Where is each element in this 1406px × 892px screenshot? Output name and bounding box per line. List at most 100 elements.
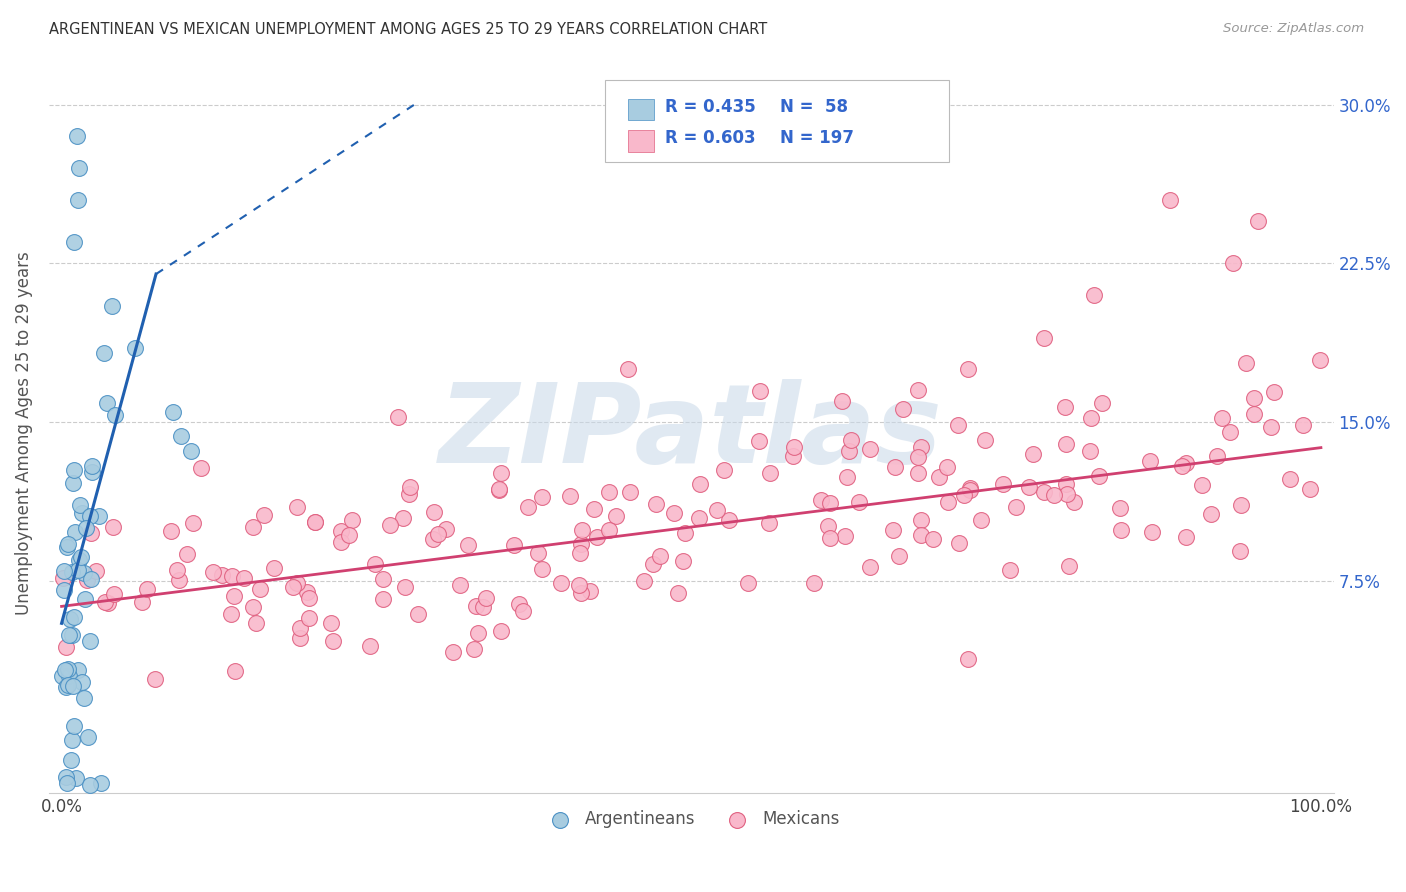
Point [84,564,107,578]
Point [465,599,488,613]
Point [579,583,602,598]
Point [922,532,945,546]
Point [1263,385,1285,400]
Point [718,513,741,527]
Point [517,500,540,514]
Point [80,526,103,541]
Point [1278,472,1301,486]
Point [503,538,526,552]
Point [337,527,360,541]
Point [190,460,212,475]
Point [73,566,96,581]
Point [848,495,870,509]
Point [67,553,90,567]
Point [1109,523,1132,537]
Point [330,535,353,549]
Point [749,384,772,398]
Point [422,532,444,546]
Point [319,616,342,631]
Point [928,470,950,484]
Point [1032,330,1054,344]
Point [1206,450,1229,464]
Point [457,538,479,552]
Point [60,628,83,642]
Point [73,592,96,607]
Point [1054,476,1077,491]
Point [907,466,929,480]
Point [55,770,77,784]
Point [891,401,914,416]
Point [58,628,80,642]
Y-axis label: Unemployment Among Ages 25 to 29 years: Unemployment Among Ages 25 to 29 years [15,251,32,615]
Point [706,502,728,516]
Point [817,519,839,533]
Point [340,513,363,527]
Point [143,672,166,686]
Point [55,640,77,654]
Point [959,481,981,495]
Point [253,508,276,523]
Point [1211,411,1233,425]
Point [1056,487,1078,501]
Point [1087,468,1109,483]
Point [66,193,89,207]
Point [59,612,82,626]
Point [463,642,485,657]
Point [70,506,93,520]
Point [79,633,101,648]
Point [585,530,607,544]
Point [60,753,83,767]
Point [910,527,932,541]
Point [96,395,118,409]
Point [936,494,959,508]
Point [67,161,90,176]
Point [1309,353,1331,368]
Point [211,567,233,582]
Point [295,584,318,599]
Point [297,591,319,606]
Point [1247,214,1270,228]
Point [713,463,735,477]
Point [1236,356,1258,370]
Point [55,541,77,555]
Point [1191,478,1213,492]
Point [605,509,627,524]
Point [359,639,381,653]
Point [568,546,591,560]
Point [834,529,856,543]
Point [818,531,841,545]
Point [569,586,592,600]
Point [63,719,86,733]
Point [803,576,825,591]
Text: ZIPatlas: ZIPatlas [439,379,943,486]
Point [322,634,344,648]
Point [69,499,91,513]
Point [475,591,498,605]
Point [1054,400,1077,414]
Point [60,732,83,747]
Point [55,680,77,694]
Point [1018,480,1040,494]
Point [818,496,841,510]
Point [285,576,308,591]
Point [135,582,157,596]
Point [859,442,882,457]
Point [89,509,111,524]
Point [530,561,553,575]
Point [889,549,911,563]
Point [70,550,93,565]
Point [101,520,124,534]
Point [51,669,73,683]
Point [201,565,224,579]
Point [957,362,980,376]
Point [364,557,387,571]
Point [304,515,326,529]
Point [1243,407,1265,421]
Point [1229,543,1251,558]
Point [263,561,285,575]
Point [619,484,641,499]
Text: R = 0.435: R = 0.435 [665,98,756,116]
Point [948,536,970,550]
Point [835,470,858,484]
Point [1292,417,1315,432]
